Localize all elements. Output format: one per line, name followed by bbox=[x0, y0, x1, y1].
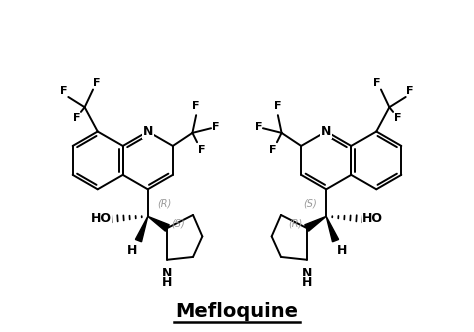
Text: (R): (R) bbox=[157, 198, 172, 208]
Text: F: F bbox=[198, 144, 206, 155]
Text: (R): (R) bbox=[289, 218, 303, 228]
Text: F: F bbox=[73, 113, 81, 123]
Text: H: H bbox=[301, 276, 312, 289]
Text: (S): (S) bbox=[303, 198, 317, 208]
Text: F: F bbox=[393, 113, 401, 123]
Text: H: H bbox=[162, 276, 173, 289]
Polygon shape bbox=[136, 216, 148, 242]
Text: F: F bbox=[192, 102, 200, 112]
Text: HO: HO bbox=[362, 212, 383, 225]
Text: (S): (S) bbox=[171, 218, 185, 228]
Text: F: F bbox=[268, 144, 276, 155]
Text: HO: HO bbox=[91, 212, 112, 225]
Polygon shape bbox=[148, 216, 169, 231]
Text: F: F bbox=[406, 86, 414, 96]
Polygon shape bbox=[326, 216, 338, 242]
Text: F: F bbox=[93, 78, 101, 88]
Text: F: F bbox=[255, 122, 262, 132]
Text: N: N bbox=[143, 125, 153, 138]
Text: N: N bbox=[301, 267, 312, 280]
Text: H: H bbox=[337, 244, 347, 257]
Polygon shape bbox=[305, 216, 326, 231]
Text: F: F bbox=[212, 122, 219, 132]
Text: Mefloquine: Mefloquine bbox=[175, 302, 299, 321]
Text: N: N bbox=[321, 125, 331, 138]
Text: H: H bbox=[127, 244, 137, 257]
Text: F: F bbox=[274, 102, 282, 112]
Text: N: N bbox=[162, 267, 173, 280]
Text: F: F bbox=[373, 78, 381, 88]
Text: F: F bbox=[60, 86, 68, 96]
